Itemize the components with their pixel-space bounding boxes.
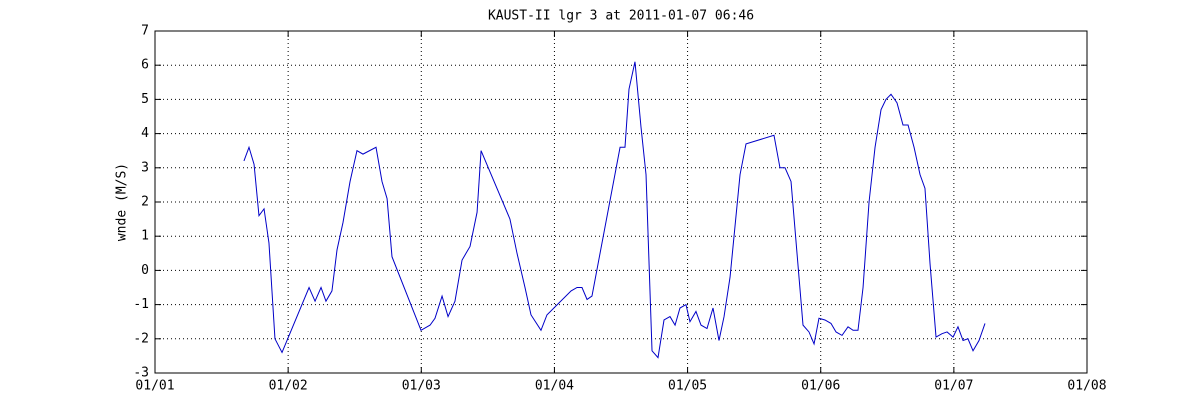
y-tick-label: 6 [141, 58, 149, 73]
x-tick-label: 01/02 [269, 379, 308, 394]
y-tick-label: 4 [141, 126, 149, 141]
y-tick-label: 2 [141, 195, 149, 210]
y-axis-label: wnde (M/S) [115, 163, 130, 241]
x-tick-label: 01/06 [801, 379, 840, 394]
x-tick-label: 01/05 [668, 379, 707, 394]
plot-frame [154, 30, 1088, 374]
y-tick-label: 3 [141, 160, 149, 175]
y-tick-label: 0 [141, 263, 149, 278]
data-line [243, 61, 986, 359]
x-tick-label: 01/08 [1067, 379, 1106, 394]
x-tick-label: 01/01 [135, 379, 174, 394]
x-tick-label: 01/07 [934, 379, 973, 394]
y-tick-label: 7 [141, 24, 149, 39]
x-tick-label: 01/03 [402, 379, 441, 394]
y-tick-label: 5 [141, 92, 149, 107]
y-tick-label: 1 [141, 229, 149, 244]
x-tick-label: 01/04 [535, 379, 574, 394]
chart-title: KAUST-II lgr 3 at 2011-01-07 06:46 [488, 9, 754, 24]
y-tick-label: -3 [133, 366, 149, 381]
y-tick-label: -2 [133, 331, 149, 346]
y-tick-label: -1 [133, 297, 149, 312]
